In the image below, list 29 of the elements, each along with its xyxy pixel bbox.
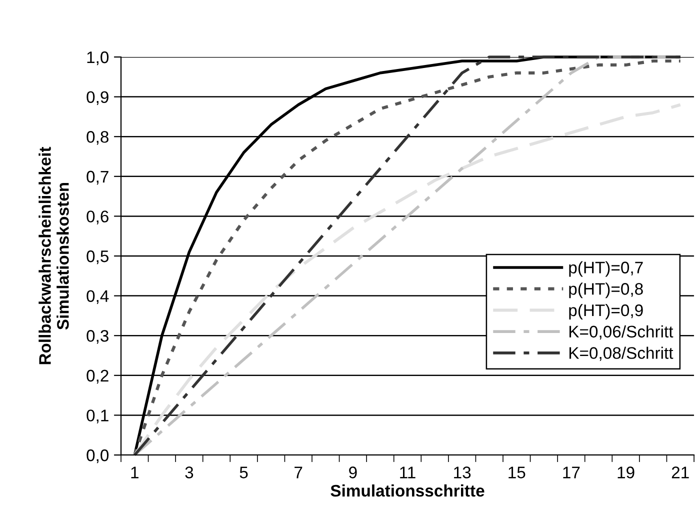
legend-label: p(HT)=0,7 — [569, 261, 643, 277]
y-tick-label: 0,0 — [86, 449, 109, 464]
y-tick-label: 0,6 — [86, 210, 108, 224]
x-tick-label: 13 — [454, 466, 471, 478]
x-tick-label: 19 — [618, 466, 634, 478]
legend-label: K=0,06/Schritt — [569, 325, 674, 340]
y-tick-label: 0,3 — [86, 330, 108, 344]
x-tick-label: 17 — [563, 466, 580, 478]
x-tick-label: 9 — [349, 466, 357, 478]
y-tick-label: 0,4 — [86, 290, 109, 304]
x-tick-label: 21 — [672, 466, 689, 478]
x-tick-label: 15 — [508, 466, 526, 478]
y-tick-label: 0,9 — [86, 91, 108, 105]
y-tick-label: 0,5 — [86, 250, 108, 264]
x-tick-label: 1 — [131, 466, 138, 478]
legend-label: p(HT)=0,8 — [569, 282, 643, 298]
x-tick-label: 5 — [240, 466, 248, 478]
x-tick-label: 7 — [294, 466, 302, 478]
y-tick-label: 1,0 — [87, 51, 109, 66]
x-axis-title: Simulationsschritte — [330, 484, 484, 497]
x-tick-label: 3 — [185, 466, 194, 478]
y-tick-label: 0,2 — [86, 370, 108, 384]
y-tick-label: 0,7 — [86, 170, 108, 185]
legend-label: p(HT)=0,9 — [569, 304, 643, 320]
x-tick-label: 11 — [400, 466, 416, 478]
legend-label: K=0,08/Schritt — [569, 346, 674, 361]
y-tick-label: 0,1 — [86, 410, 108, 424]
y-axis-title: Rollbackwahrscheinlichkeit Simulationskosten — [38, 146, 69, 364]
y-tick-label: 0,8 — [86, 131, 108, 145]
